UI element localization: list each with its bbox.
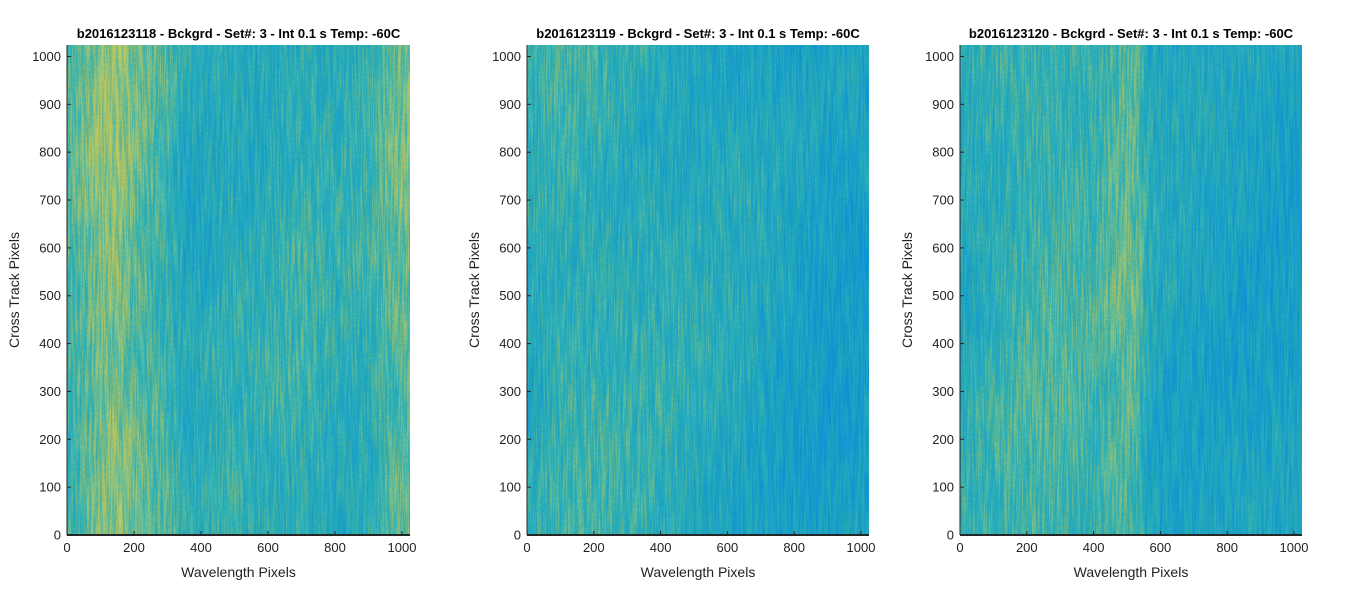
y-tick-label: 800 [932, 145, 954, 160]
x-tick-label: 800 [324, 540, 346, 555]
y-tick-label: 200 [499, 432, 521, 447]
x-tick-label: 0 [63, 540, 70, 555]
y-tick-label: 600 [932, 240, 954, 255]
x-tick-label: 600 [1150, 540, 1172, 555]
x-axis-label: Wavelength Pixels [181, 564, 296, 580]
x-tick-label: 400 [650, 540, 672, 555]
y-tick-label: 500 [932, 288, 954, 303]
y-tick-label: 100 [499, 480, 521, 495]
x-tick-label: 200 [583, 540, 605, 555]
x-tick-label: 200 [1016, 540, 1038, 555]
heatmap-image [960, 45, 1302, 535]
x-tick-label: 600 [257, 540, 279, 555]
y-axis-label: Cross Track Pixels [6, 232, 22, 348]
x-tick-label: 1000 [1280, 540, 1309, 555]
x-tick-label: 800 [783, 540, 805, 555]
y-tick-label: 100 [932, 480, 954, 495]
y-tick-label: 400 [499, 336, 521, 351]
y-tick-label: 1000 [492, 49, 521, 64]
y-tick-label: 300 [499, 384, 521, 399]
x-tick-label: 0 [956, 540, 963, 555]
y-tick-label: 500 [499, 288, 521, 303]
y-axis-label: Cross Track Pixels [899, 232, 915, 348]
y-tick-label: 100 [39, 480, 61, 495]
y-tick-label: 600 [499, 240, 521, 255]
y-tick-label: 1000 [32, 49, 61, 64]
y-tick-label: 0 [54, 528, 61, 543]
x-tick-label: 800 [1216, 540, 1238, 555]
x-tick-label: 400 [190, 540, 212, 555]
y-tick-label: 300 [39, 384, 61, 399]
y-tick-label: 700 [39, 193, 61, 208]
heatmap-panel-2: 0 200 400 600 800 1000 0 100 200 300 400 500 600 700 8… [466, 26, 875, 580]
heatmap-panel-3: 0 200 400 600 800 1000 0 100 200 300 400 500 600 700 8… [899, 26, 1308, 580]
y-tick-label: 800 [39, 145, 61, 160]
chart-title: b2016123118 - Bckgrd - Set#: 3 - Int 0.1… [77, 26, 401, 41]
y-tick-label: 900 [39, 97, 61, 112]
x-axis-label: Wavelength Pixels [1074, 564, 1189, 580]
y-tick-label: 900 [932, 97, 954, 112]
y-tick-label: 700 [932, 193, 954, 208]
y-tick-label: 800 [499, 145, 521, 160]
x-tick-label: 1000 [847, 540, 876, 555]
y-tick-label: 600 [39, 240, 61, 255]
y-tick-label: 900 [499, 97, 521, 112]
y-tick-label: 500 [39, 288, 61, 303]
x-tick-label: 0 [523, 540, 530, 555]
x-tick-label: 1000 [388, 540, 417, 555]
y-tick-label: 0 [514, 528, 521, 543]
y-tick-label: 0 [947, 528, 954, 543]
y-tick-label: 400 [932, 336, 954, 351]
x-axis-label: Wavelength Pixels [641, 564, 756, 580]
heatmap-image [527, 45, 869, 535]
y-tick-label: 400 [39, 336, 61, 351]
x-tick-label: 400 [1083, 540, 1105, 555]
y-tick-label: 200 [39, 432, 61, 447]
x-tick-label: 200 [123, 540, 145, 555]
y-axis-label: Cross Track Pixels [466, 232, 482, 348]
y-tick-label: 1000 [925, 49, 954, 64]
y-tick-label: 700 [499, 193, 521, 208]
y-tick-label: 200 [932, 432, 954, 447]
chart-title: b2016123120 - Bckgrd - Set#: 3 - Int 0.1… [969, 26, 1294, 41]
x-tick-label: 600 [717, 540, 739, 555]
chart-title: b2016123119 - Bckgrd - Set#: 3 - Int 0.1… [536, 26, 860, 41]
heatmap-image [67, 45, 410, 535]
y-tick-label: 300 [932, 384, 954, 399]
heatmap-panel-1: 0 200 400 600 800 1000 0 100 200 300 400 500 600 700 8… [6, 26, 416, 580]
